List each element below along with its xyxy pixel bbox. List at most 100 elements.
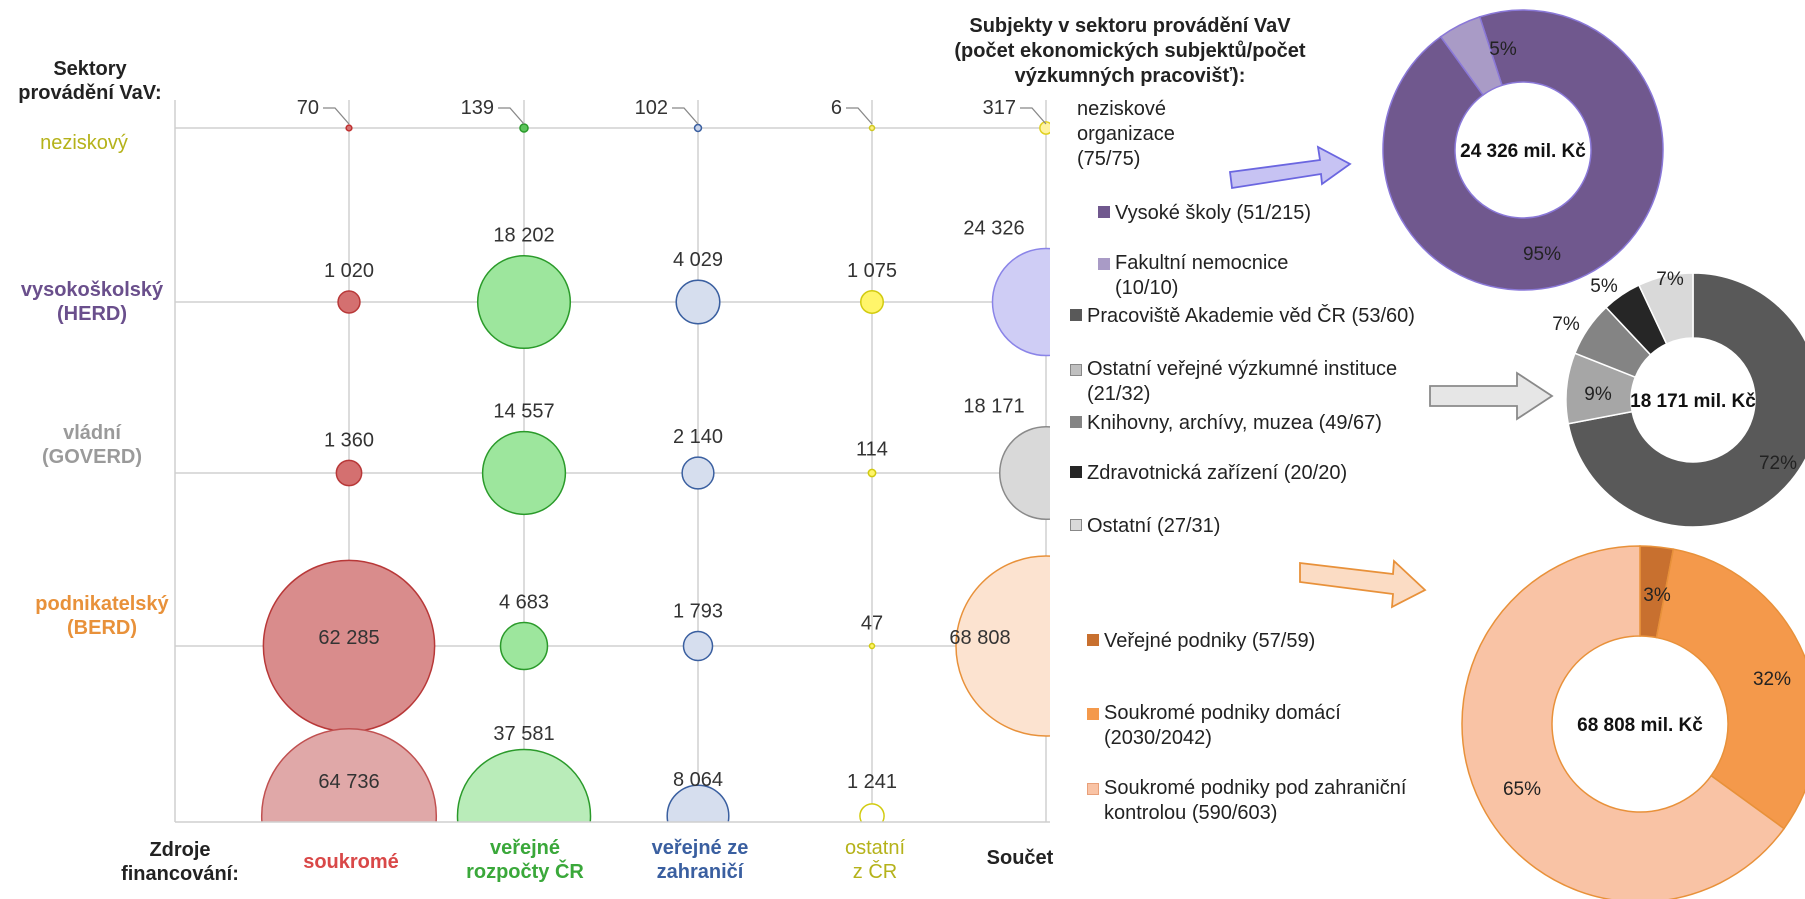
legend-swatch — [1098, 206, 1110, 218]
legend-nonprofit: neziskové organizace (75/75) — [1077, 98, 1175, 170]
col-label-soukrome: soukromé — [303, 851, 399, 873]
bubble-label-r3-c0: 62 285 — [318, 627, 379, 649]
bubble-r0-c4 — [1039, 121, 1050, 135]
leader-line-c1 — [498, 107, 525, 125]
donut2-pct-2: 7% — [1552, 314, 1580, 335]
bubble-r1-c0 — [337, 290, 361, 314]
legend-swatch — [1098, 258, 1110, 270]
donut3-pct-0: 3% — [1643, 585, 1671, 606]
bubble-r1-c4 — [991, 247, 1050, 357]
legend-text: Fakultní nemocnice (10/10) — [1115, 252, 1289, 299]
donut3-center-label: 68 808 mil. Kč — [1577, 715, 1703, 736]
col-label-verejne-zahr: veřejné ze zahraničí — [651, 837, 749, 883]
legend-text: Pracoviště Akademie věd ČR (53/60) — [1087, 305, 1415, 327]
row-label-herd: vysokoškolský (HERD) — [20, 279, 164, 325]
bubble-label-r0-c3: 6 — [831, 97, 842, 119]
donut2-pct-1: 9% — [1584, 384, 1612, 405]
legend-swatch — [1070, 416, 1082, 428]
bubble-label-r1-c1: 18 202 — [493, 225, 554, 247]
legend-swatch — [1070, 309, 1082, 321]
bubble-plot-area — [175, 100, 1050, 822]
row-label-goverd: vládní (GOVERD) — [42, 422, 142, 468]
donut1-center-label: 24 326 mil. Kč — [1460, 141, 1586, 162]
legend-swatch — [1087, 783, 1099, 795]
legend-swatch — [1087, 634, 1099, 646]
bubble-r1-c3 — [860, 290, 884, 314]
leader-line-c4 — [1020, 107, 1047, 125]
legend-text: Zdravotnická zařízení (20/20) — [1087, 462, 1348, 484]
bubble-label-r0-c2: 102 — [635, 97, 668, 119]
bubble-r1-c2 — [675, 279, 721, 325]
bubble-r4-c0 — [260, 727, 438, 822]
bubble-label-r2-c2: 2 140 — [673, 426, 723, 448]
bubble-label-r0-c4: 317 — [983, 97, 1016, 119]
legend-item-ostatni-vvi: Ostatní veřejné výzkumné instituce (21/3… — [1070, 357, 1397, 407]
legend-item-fakultni-nemocnice: Fakultní nemocnice (10/10) — [1098, 251, 1288, 301]
donut2-pct-0: 72% — [1759, 453, 1797, 474]
donut1-pct-1: 5% — [1489, 39, 1517, 60]
bubble-r0-c2 — [693, 123, 703, 133]
bubble-label-r2-c1: 14 557 — [493, 401, 554, 423]
bubble-r2-c0 — [335, 459, 363, 487]
bubble-label-r1-c3: 1 075 — [847, 260, 897, 282]
bubble-label-r4-c1: 37 581 — [493, 723, 554, 745]
donut3-pct-1: 32% — [1753, 669, 1791, 690]
legend-text: Soukromé podniky pod zahraniční kontrolo… — [1104, 777, 1407, 824]
bubble-label-r0-c1: 139 — [461, 97, 494, 119]
leader-line-c3 — [846, 107, 873, 125]
legend-text: Knihovny, archívy, muzea (49/67) — [1087, 412, 1382, 434]
donut2-center-label: 18 171 mil. Kč — [1630, 391, 1756, 412]
legend-item-vysoke-skoly: Vysoké školy (51/215) — [1098, 201, 1311, 226]
donut1-pct-0: 95% — [1523, 244, 1561, 265]
arrow-berd — [1299, 559, 1427, 609]
leader-line-c2 — [672, 107, 699, 125]
bubble-label-r3-c2: 1 793 — [673, 600, 723, 622]
bubble-r4-c3 — [859, 803, 885, 822]
donut2-slice-4 — [1637, 272, 1694, 345]
legend-item-soukrome-zahranicni: Soukromé podniky pod zahraniční kontrolo… — [1087, 776, 1406, 826]
donut3-slice-1 — [1655, 548, 1805, 830]
donut3-pct-2: 65% — [1503, 779, 1541, 800]
bubble-label-r2-c3: 114 — [856, 438, 888, 460]
legend-item-soukrome-domaci: Soukromé podniky domácí (2030/2042) — [1087, 701, 1341, 751]
legend-text: Veřejné podniky (57/59) — [1104, 630, 1316, 652]
bubble-label-r1-c0: 1 020 — [324, 260, 374, 282]
bubble-label-r0-c0: 70 — [297, 97, 319, 119]
bubble-r2-c1 — [481, 430, 567, 516]
legend-swatch — [1087, 708, 1099, 720]
bubble-r3-c3 — [868, 642, 876, 650]
donut2-pct-3: 5% — [1590, 276, 1618, 297]
bubble-r0-c1 — [519, 123, 529, 133]
donut2-slice-0 — [1567, 272, 1805, 528]
bubble-label-r3-c3: 47 — [861, 613, 883, 635]
bubble-r0-c3 — [868, 124, 876, 132]
bubble-label-r2-c4: 18 171 — [963, 396, 1024, 418]
bubble-r0-c0 — [345, 124, 353, 132]
sources-header: Zdroje financování: — [121, 839, 239, 885]
bubble-label-r4-c2: 8 064 — [673, 769, 723, 791]
bubble-label-r1-c2: 4 029 — [673, 249, 723, 271]
col-label-soucet: Součet — [986, 847, 1054, 869]
legend-text: Vysoké školy (51/215) — [1115, 202, 1312, 224]
arrow-nonprofit — [1228, 145, 1352, 190]
subjects-title: Subjekty v sektoru provádění VaV (počet … — [954, 15, 1306, 87]
arrow-goverd — [1429, 371, 1554, 421]
bubble-label-r3-c1: 4 683 — [499, 592, 549, 614]
legend-text: Ostatní veřejné výzkumné instituce (21/3… — [1087, 358, 1398, 405]
legend-swatch — [1070, 364, 1082, 376]
bubble-r2-c3 — [867, 468, 877, 478]
sectors-header: Sektory provádění VaV: — [18, 58, 162, 104]
legend-swatch — [1070, 466, 1082, 478]
bubble-r2-c2 — [681, 456, 715, 490]
donut2-pct-4: 7% — [1656, 269, 1684, 290]
bubble-r3-c1 — [499, 621, 549, 671]
legend-swatch — [1070, 519, 1082, 531]
bubble-label-r1-c4: 24 326 — [963, 217, 1024, 239]
bubble-r1-c1 — [476, 254, 572, 350]
bubble-r4-c1 — [456, 748, 592, 822]
bubble-r3-c2 — [682, 630, 714, 662]
legend-item-zdravotnicka: Zdravotnická zařízení (20/20) — [1070, 461, 1347, 486]
donut3-slice-2 — [1461, 545, 1786, 899]
row-label-neziskovy: neziskový — [40, 132, 128, 154]
